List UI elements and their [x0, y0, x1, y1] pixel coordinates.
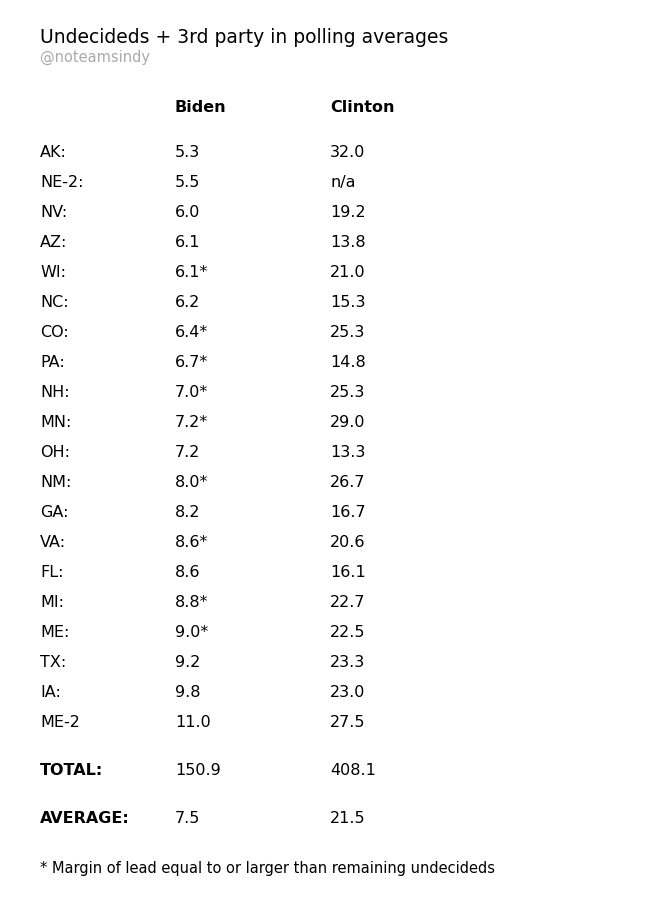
- Text: 5.3: 5.3: [175, 145, 200, 160]
- Text: 23.3: 23.3: [330, 655, 365, 670]
- Text: 7.2*: 7.2*: [175, 415, 208, 430]
- Text: 6.7*: 6.7*: [175, 355, 208, 370]
- Text: 14.8: 14.8: [330, 355, 366, 370]
- Text: 13.3: 13.3: [330, 445, 366, 460]
- Text: 7.2: 7.2: [175, 445, 200, 460]
- Text: ME-2: ME-2: [40, 715, 80, 730]
- Text: FL:: FL:: [40, 565, 63, 580]
- Text: 8.0*: 8.0*: [175, 475, 209, 490]
- Text: 22.7: 22.7: [330, 595, 366, 610]
- Text: 408.1: 408.1: [330, 763, 376, 778]
- Text: 6.1: 6.1: [175, 235, 200, 250]
- Text: AK:: AK:: [40, 145, 67, 160]
- Text: MN:: MN:: [40, 415, 71, 430]
- Text: 9.8: 9.8: [175, 685, 200, 700]
- Text: 150.9: 150.9: [175, 763, 221, 778]
- Text: 8.6*: 8.6*: [175, 535, 209, 550]
- Text: 11.0: 11.0: [175, 715, 211, 730]
- Text: 27.5: 27.5: [330, 715, 366, 730]
- Text: TX:: TX:: [40, 655, 67, 670]
- Text: AVERAGE:: AVERAGE:: [40, 811, 130, 826]
- Text: GA:: GA:: [40, 505, 68, 520]
- Text: 5.5: 5.5: [175, 175, 200, 190]
- Text: 25.3: 25.3: [330, 325, 366, 340]
- Text: 29.0: 29.0: [330, 415, 366, 430]
- Text: Biden: Biden: [175, 100, 227, 115]
- Text: 21.0: 21.0: [330, 265, 366, 280]
- Text: 13.8: 13.8: [330, 235, 366, 250]
- Text: 15.3: 15.3: [330, 295, 366, 310]
- Text: 7.5: 7.5: [175, 811, 200, 826]
- Text: 8.6: 8.6: [175, 565, 200, 580]
- Text: 25.3: 25.3: [330, 385, 366, 400]
- Text: 7.0*: 7.0*: [175, 385, 208, 400]
- Text: 9.2: 9.2: [175, 655, 200, 670]
- Text: 16.7: 16.7: [330, 505, 366, 520]
- Text: Clinton: Clinton: [330, 100, 395, 115]
- Text: 6.0: 6.0: [175, 205, 200, 220]
- Text: 21.5: 21.5: [330, 811, 366, 826]
- Text: 6.4*: 6.4*: [175, 325, 208, 340]
- Text: 16.1: 16.1: [330, 565, 366, 580]
- Text: 6.2: 6.2: [175, 295, 200, 310]
- Text: ME:: ME:: [40, 625, 69, 640]
- Text: NE-2:: NE-2:: [40, 175, 83, 190]
- Text: NC:: NC:: [40, 295, 68, 310]
- Text: NM:: NM:: [40, 475, 71, 490]
- Text: 6.1*: 6.1*: [175, 265, 209, 280]
- Text: TOTAL:: TOTAL:: [40, 763, 103, 778]
- Text: IA:: IA:: [40, 685, 61, 700]
- Text: 20.6: 20.6: [330, 535, 366, 550]
- Text: PA:: PA:: [40, 355, 65, 370]
- Text: 9.0*: 9.0*: [175, 625, 208, 640]
- Text: WI:: WI:: [40, 265, 66, 280]
- Text: MI:: MI:: [40, 595, 64, 610]
- Text: AZ:: AZ:: [40, 235, 67, 250]
- Text: NH:: NH:: [40, 385, 70, 400]
- Text: 22.5: 22.5: [330, 625, 366, 640]
- Text: 26.7: 26.7: [330, 475, 366, 490]
- Text: * Margin of lead equal to or larger than remaining undecideds: * Margin of lead equal to or larger than…: [40, 861, 495, 876]
- Text: CO:: CO:: [40, 325, 68, 340]
- Text: Undecideds + 3rd party in polling averages: Undecideds + 3rd party in polling averag…: [40, 28, 448, 47]
- Text: 32.0: 32.0: [330, 145, 366, 160]
- Text: VA:: VA:: [40, 535, 66, 550]
- Text: 23.0: 23.0: [330, 685, 366, 700]
- Text: OH:: OH:: [40, 445, 70, 460]
- Text: NV:: NV:: [40, 205, 67, 220]
- Text: @noteamsindy: @noteamsindy: [40, 50, 150, 65]
- Text: 8.2: 8.2: [175, 505, 200, 520]
- Text: 8.8*: 8.8*: [175, 595, 209, 610]
- Text: n/a: n/a: [330, 175, 355, 190]
- Text: 19.2: 19.2: [330, 205, 366, 220]
